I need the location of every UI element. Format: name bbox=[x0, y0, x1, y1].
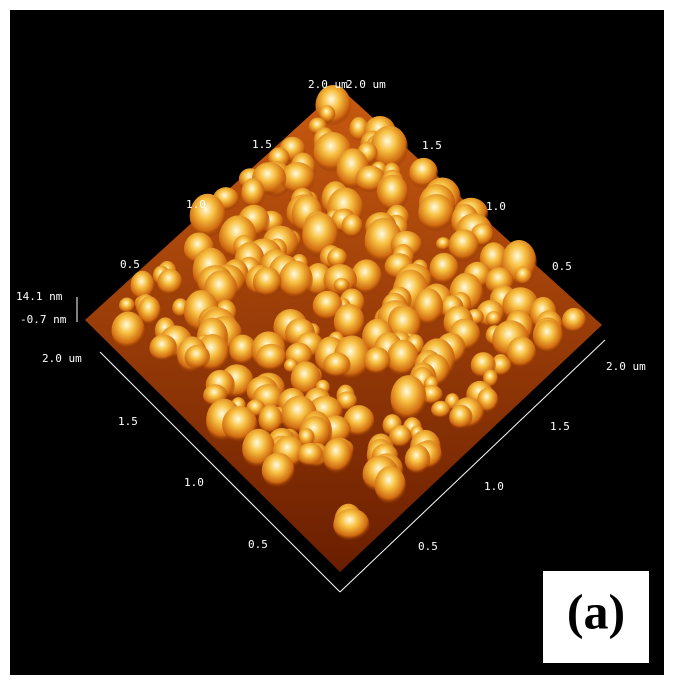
axis-label: 1.5 bbox=[118, 415, 138, 428]
axis-label: 1.0 bbox=[184, 476, 204, 489]
surface-bump bbox=[515, 266, 532, 285]
surface-bump bbox=[375, 466, 406, 505]
surface-bump bbox=[323, 438, 352, 474]
surface-bump bbox=[431, 401, 450, 419]
axis-label: 0.5 bbox=[418, 540, 438, 553]
surface-bump bbox=[262, 453, 295, 489]
axis-label: 0.5 bbox=[552, 260, 572, 273]
surface-bump bbox=[405, 445, 430, 475]
top-label: 2.0 um bbox=[308, 78, 348, 91]
surface-bump bbox=[256, 344, 286, 372]
surface-bump bbox=[449, 405, 472, 430]
surface-bump bbox=[486, 311, 502, 326]
figure: 2.0 um 2.0 um 1.5 1.0 0.5 1.5 1.0 0.5 14… bbox=[0, 0, 674, 685]
axis-label: 1.5 bbox=[550, 420, 570, 433]
surface-bump bbox=[418, 194, 454, 232]
axis-label: 0.5 bbox=[248, 538, 268, 551]
surface-bump bbox=[333, 508, 369, 541]
surface-bump bbox=[342, 214, 363, 238]
top-label: 2.0 um bbox=[346, 78, 386, 91]
axis-label: 1.0 bbox=[186, 198, 206, 211]
surface-bump bbox=[149, 334, 177, 361]
surface-bump bbox=[323, 352, 350, 378]
panel-label: (a) bbox=[567, 583, 625, 639]
axis-end-label: 2.0 um bbox=[606, 360, 646, 373]
axis-label: 0.5 bbox=[120, 258, 140, 271]
surface-bump bbox=[562, 308, 586, 333]
surface-bump bbox=[241, 178, 265, 208]
surface-bump bbox=[507, 337, 536, 369]
axis-end-label: 2.0 um bbox=[42, 352, 82, 365]
surface-bump bbox=[185, 345, 210, 370]
z-label: -0.7 nm bbox=[20, 313, 67, 326]
surface-bump bbox=[112, 312, 145, 350]
surface-bump bbox=[436, 237, 450, 251]
surface-bump bbox=[253, 267, 282, 297]
surface-bump bbox=[119, 297, 135, 313]
surface-bump bbox=[364, 347, 390, 375]
surface-bump bbox=[391, 375, 427, 421]
axis-label: 1.5 bbox=[252, 138, 272, 151]
surface-bump bbox=[279, 260, 313, 299]
surface-bump bbox=[157, 269, 182, 296]
surface-bump bbox=[297, 443, 323, 467]
axis-label: 1.0 bbox=[484, 480, 504, 493]
axis-label: 1.0 bbox=[486, 200, 506, 213]
axis-label: 1.5 bbox=[422, 139, 442, 152]
z-label: 14.1 nm bbox=[16, 290, 63, 303]
surface-bump bbox=[534, 320, 562, 354]
